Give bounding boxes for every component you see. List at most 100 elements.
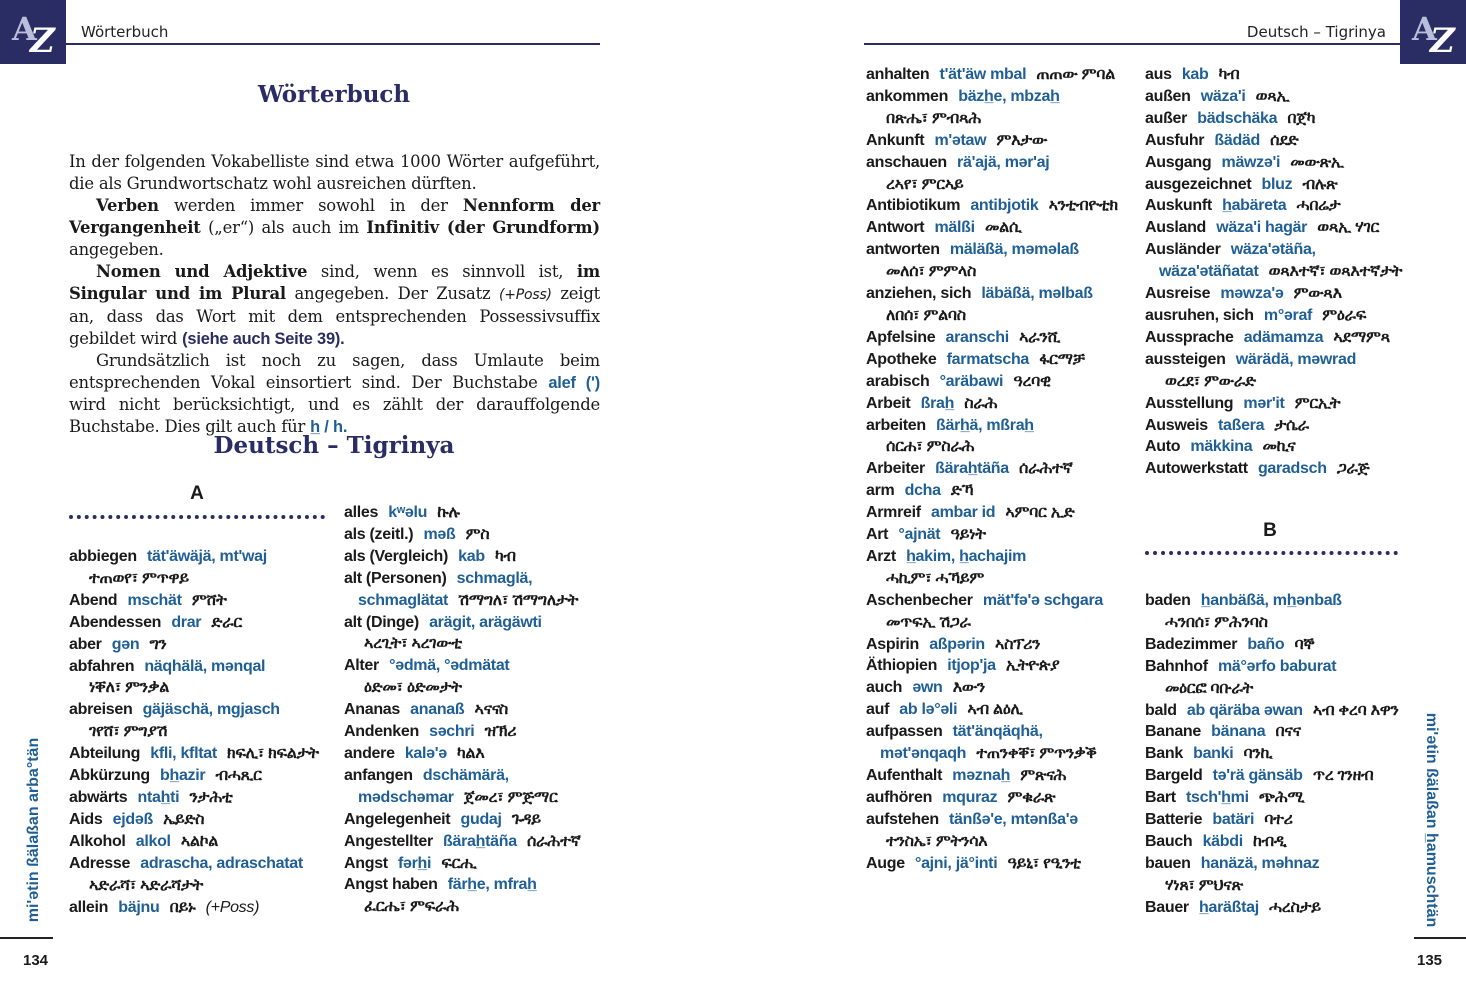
german-word: Ausweis [1145, 416, 1208, 434]
transliteration: °aräbawi [939, 372, 1004, 390]
tigrinya-word: በናና [1275, 723, 1302, 741]
transliteration: aranschi [945, 328, 1009, 346]
dictionary-entry: Autowerkstatt garadsch ጋራጅ [1145, 458, 1405, 480]
intro-paragraph: Grundsätzlich ist noch zu sagen, dass Um… [69, 350, 600, 438]
dictionary-entry: Adresse adrascha, adraschatat ኣድራሻ፣ ኣድራሻ… [69, 853, 329, 897]
german-word: abbiegen [69, 548, 137, 565]
german-word: Aschenbecher [866, 591, 973, 609]
transliteration: rä'ajä, mər'aj [957, 153, 1050, 171]
transliteration: ambar id [930, 504, 996, 522]
tigrinya-word: ስራሕ [964, 394, 998, 412]
tigrinya-word: ሃነጸ፣ ምህናጽ [1165, 876, 1243, 894]
dictionary-entry: bald ab qäräba əwan ኣብ ቀረባ እዋን [1145, 700, 1405, 722]
dictionary-entry: Art °ajnät ዓይነት [866, 524, 1126, 546]
page-number: 135 [1417, 952, 1443, 969]
german-word: abwärts [69, 788, 128, 806]
transliteration: ab lə°əli [899, 701, 958, 719]
transliteration: itjop'ja [947, 657, 996, 675]
transliteration: baño [1247, 635, 1285, 653]
tigrinya-word: ኣምባር ኢድ [1005, 504, 1075, 522]
dictionary-entry: Batterie batäri ባተሪ [1145, 809, 1405, 831]
transliteration: dschämärä, mədschəmar [358, 766, 509, 806]
dictionary-entry: Apfelsine aranschi ኣራንሺ [866, 327, 1126, 349]
transliteration: mälßi [934, 219, 976, 237]
tigrinya-word: ረኣየ፣ ምርኣይ [886, 175, 964, 193]
dictionary-entry: anschauen rä'ajä, mər'aj ረኣየ፣ ምርኣይ [866, 152, 1126, 196]
transliteration: tät'äwäjä, mt'waj [147, 548, 267, 565]
tigrinya-word: ተጠንቀቐ፣ ምጥንቃቕ [976, 745, 1097, 763]
transliteration: antibjotik [970, 197, 1039, 215]
transliteration: adämamza [1243, 328, 1324, 346]
dictionary-entry: Auge °ajni, jä°inti ዓይኒ፣ የዒንቲ [866, 853, 1126, 875]
german-word: Autowerkstatt [1145, 460, 1248, 478]
transliteration: bäjnu [118, 898, 160, 916]
german-word: allein [69, 898, 109, 916]
dictionary-entry: Bank banki ባንኪ [1145, 743, 1405, 765]
tigrinya-word: ምእታው [996, 131, 1048, 149]
section-title: Deutsch – Tigrinya [213, 432, 455, 459]
transliteration: garadsch [1257, 460, 1327, 478]
transliteration: məwza'ə [1220, 285, 1284, 303]
tigrinya-word: መለሰ፣ ምምላስ [886, 263, 977, 281]
german-word: abfahren [69, 657, 135, 675]
running-head: Wörterbuch [81, 23, 169, 41]
german-word: abreisen [69, 701, 133, 719]
german-word: Armreif [866, 504, 921, 522]
tigrinya-word: ወጻእተኛ፣ ወጻእተኛታት [1268, 263, 1403, 281]
german-word: Bank [1145, 745, 1183, 763]
tigrinya-word: ካብ [494, 547, 516, 565]
tigrinya-word: ኤይድስ [163, 810, 205, 828]
transliteration: wäza'i hagär [1216, 219, 1308, 237]
german-word: Bargeld [1145, 767, 1203, 785]
page-reference-link[interactable]: (siehe auch Seite 39). [182, 330, 345, 348]
transliteration: °ajni, jä°inti [914, 854, 998, 872]
transliteration: ejdəß [112, 810, 154, 828]
tigrinya-word: ኣረጊት፣ ኣረገውቲ [364, 635, 462, 653]
tigrinya-word: ኣራንሺ [1019, 328, 1061, 346]
tigrinya-word: ምቁራጽ [1007, 788, 1056, 806]
entry-column-4b: baden h̲anbäßä, mh̲ənbaß ሓንበሰ፣ ምሕንባስ Bad… [1145, 590, 1405, 919]
german-word: arbeiten [866, 416, 926, 434]
intro-text-segment: Verben [96, 196, 159, 215]
transliteration: ßärh̲ä, mßrah̲ [936, 416, 1034, 434]
tigrinya-word: ዓረባዊ [1013, 372, 1051, 390]
transliteration: mäwzə'i [1221, 153, 1281, 171]
transliteration: gudaj [460, 810, 502, 828]
transliteration: mər'it [1243, 394, 1285, 412]
tigrinya-word: መውጽኢ [1290, 153, 1344, 171]
dictionary-entry: aufstehen tänßə'e, mtənßa'ə ተንስኤ፣ ምትንሳእ [866, 809, 1126, 853]
dictionary-entry: Andenken səchri ዝኽሪ [344, 721, 604, 743]
dictionary-entry: arbeiten ßärh̲ä, mßrah̲ ሰርሐ፣ ምስራሕ [866, 415, 1126, 459]
german-word: außer [1145, 109, 1188, 127]
dictionary-entry: Arbeit ßrah̲ ስራሕ [866, 393, 1126, 415]
dictionary-entry: aus kab ካብ [1145, 64, 1405, 86]
tigrinya-word: መዕርፎ ባቡራት [1165, 679, 1254, 697]
transliteration: hanäzä, məhnaz [1200, 854, 1320, 872]
tigrinya-word: ባኞ [1294, 635, 1315, 653]
dictionary-entry: als (zeitl.) məß ምስ [344, 524, 604, 546]
dictionary-entry: abbiegen tät'äwäjä, mt'waj ተጠወየ፣ ምጥዋይ [69, 546, 329, 590]
transliteration: bädschäka [1197, 109, 1278, 127]
intro-text-segment: In der folgenden Vokabelliste sind etwa … [69, 152, 600, 193]
dictionary-entry: Alter °ədmä, °ədmätat ዕድመ፣ ዕድመታት [344, 655, 604, 699]
transliteration: färh̲e, mfrah̲ [447, 876, 537, 894]
dictionary-entry: Badezimmer baño ባኞ [1145, 634, 1405, 656]
transliteration: schmaglä, schmaglätat [358, 569, 533, 609]
intro-text-segment: wird nicht berücksichtigt, und es zählt … [69, 395, 600, 436]
tigrinya-word: ክፍሊ፣ ክፍልታት [227, 745, 319, 763]
dictionary-entry: alles kʷəlu ኩሉ [344, 502, 604, 524]
tigrinya-word: ኩሉ [437, 504, 460, 521]
tigrinya-word: ታሴራ [1274, 416, 1309, 434]
german-word: anhalten [866, 66, 930, 83]
german-word: Ausreise [1145, 285, 1211, 303]
transliteration: batäri [1212, 811, 1255, 829]
tigrinya-word: ፈርሔ፣ ምፍራሕ [364, 898, 459, 916]
transliteration: kab [458, 547, 485, 565]
dictionary-entry: Arzt h̲akim, h̲achajim ሓኪም፣ ሓኻይም [866, 546, 1126, 590]
tigrinya-word: ኣብ ቀረባ እዋን [1312, 701, 1399, 719]
dictionary-entry: Ausstellung mər'it ምርኢት [1145, 393, 1405, 415]
dictionary-entry: außen wäza'i ወጻኢ [1145, 86, 1405, 108]
transliteration: əwn [912, 679, 943, 697]
transliteration: kʷəlu [388, 504, 428, 521]
dictionary-entry: aufhören mquraz ምቁራጽ [866, 787, 1126, 809]
